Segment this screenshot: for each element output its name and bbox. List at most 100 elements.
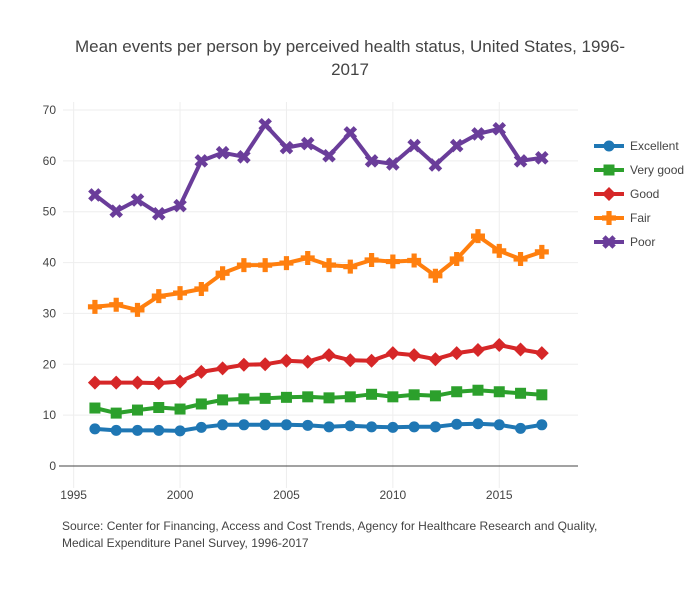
- data-point: [259, 392, 271, 404]
- data-point: [174, 425, 186, 437]
- y-tick-label: 50: [43, 205, 57, 219]
- data-point: [364, 353, 379, 368]
- data-point: [173, 286, 188, 301]
- data-point: [407, 138, 421, 153]
- data-point: [236, 357, 251, 372]
- data-point: [322, 348, 337, 363]
- y-tick-label: 0: [49, 459, 56, 473]
- legend-label: Poor: [630, 235, 655, 249]
- data-point: [428, 268, 443, 283]
- data-point: [451, 386, 463, 398]
- data-point: [534, 346, 549, 361]
- axes: 1995 2000 2005 2010 2015 0 10 20 30 40 50 60 70: [43, 103, 578, 502]
- y-tick-label: 70: [43, 103, 57, 117]
- data-point: [110, 424, 122, 436]
- data-point: [323, 421, 335, 433]
- series-line: [94, 388, 542, 416]
- data-point: [536, 419, 548, 431]
- data-point: [429, 390, 441, 402]
- y-tick-label: 20: [43, 357, 57, 371]
- legend-item-fair[interactable]: Fair: [594, 211, 651, 225]
- data-point: [87, 375, 102, 390]
- data-point: [151, 376, 166, 391]
- legend-item-poor[interactable]: Poor: [594, 232, 655, 252]
- data-point: [449, 252, 464, 267]
- legend-label: Excellent: [630, 139, 679, 153]
- y-tick-label: 10: [43, 408, 57, 422]
- data-point: [279, 256, 294, 271]
- series-very-good: [89, 384, 548, 419]
- data-point: [109, 204, 123, 218]
- data-point: [364, 253, 379, 268]
- data-point: [151, 289, 166, 304]
- series-line: [93, 122, 543, 216]
- data-point: [343, 259, 358, 274]
- data-point: [366, 421, 378, 433]
- data-point: [153, 424, 165, 436]
- data-point: [259, 419, 271, 431]
- data-point: [258, 357, 273, 372]
- data-point: [492, 122, 507, 136]
- data-point: [194, 282, 209, 297]
- data-point: [428, 352, 443, 367]
- data-point: [130, 193, 145, 207]
- data-point: [343, 126, 358, 140]
- data-point: [88, 188, 102, 202]
- data-point: [215, 361, 230, 376]
- x-tick-label: 2015: [486, 488, 513, 502]
- data-point: [195, 421, 207, 433]
- data-point: [535, 151, 549, 165]
- data-point: [449, 346, 464, 361]
- legend-item-very-good[interactable]: Very good: [594, 163, 684, 177]
- data-point: [322, 148, 336, 163]
- data-point: [153, 402, 165, 414]
- plot-area: [87, 117, 549, 437]
- series-line: [94, 421, 543, 433]
- data-point: [173, 374, 188, 389]
- legend-marker-icon: [603, 140, 615, 152]
- data-point: [300, 354, 315, 369]
- data-point: [515, 387, 527, 399]
- data-point: [89, 423, 101, 435]
- data-point: [322, 258, 337, 273]
- legend-item-excellent[interactable]: Excellent: [594, 139, 679, 153]
- legend-label: Good: [630, 187, 659, 201]
- series-fair: [87, 229, 549, 317]
- data-point: [366, 388, 378, 400]
- legend-marker-icon: [602, 187, 616, 201]
- data-point: [280, 419, 292, 431]
- y-tick-label: 30: [43, 306, 57, 320]
- data-point: [408, 421, 420, 433]
- data-point: [513, 252, 528, 267]
- series-excellent: [89, 418, 548, 437]
- source-note-line-2: Medical Expenditure Panel Survey, 1996-2…: [62, 536, 309, 550]
- chart-title-line-2: 2017: [331, 60, 369, 79]
- data-point: [279, 353, 294, 368]
- data-point: [131, 424, 143, 436]
- series-good: [87, 337, 549, 391]
- data-point: [472, 418, 484, 430]
- data-point: [131, 404, 143, 416]
- legend: Excellent Very good Good Fair Poor: [594, 139, 684, 252]
- data-point: [387, 391, 399, 403]
- series-line: [94, 343, 543, 386]
- data-point: [492, 243, 507, 258]
- data-point: [280, 391, 292, 403]
- data-point: [513, 342, 528, 357]
- y-tick-label: 60: [43, 154, 57, 168]
- x-tick-label: 2005: [273, 488, 300, 502]
- data-point: [173, 198, 187, 213]
- data-point: [87, 299, 102, 314]
- data-point: [385, 346, 400, 361]
- data-point: [407, 348, 422, 363]
- data-point: [428, 158, 443, 172]
- data-point: [130, 302, 145, 317]
- data-point: [386, 157, 400, 171]
- legend-item-good[interactable]: Good: [594, 187, 659, 201]
- legend-marker-icon: [602, 211, 616, 225]
- data-point: [451, 418, 463, 430]
- data-point: [151, 206, 166, 221]
- data-point: [110, 407, 122, 419]
- data-point: [492, 337, 507, 352]
- legend-label: Fair: [630, 211, 651, 225]
